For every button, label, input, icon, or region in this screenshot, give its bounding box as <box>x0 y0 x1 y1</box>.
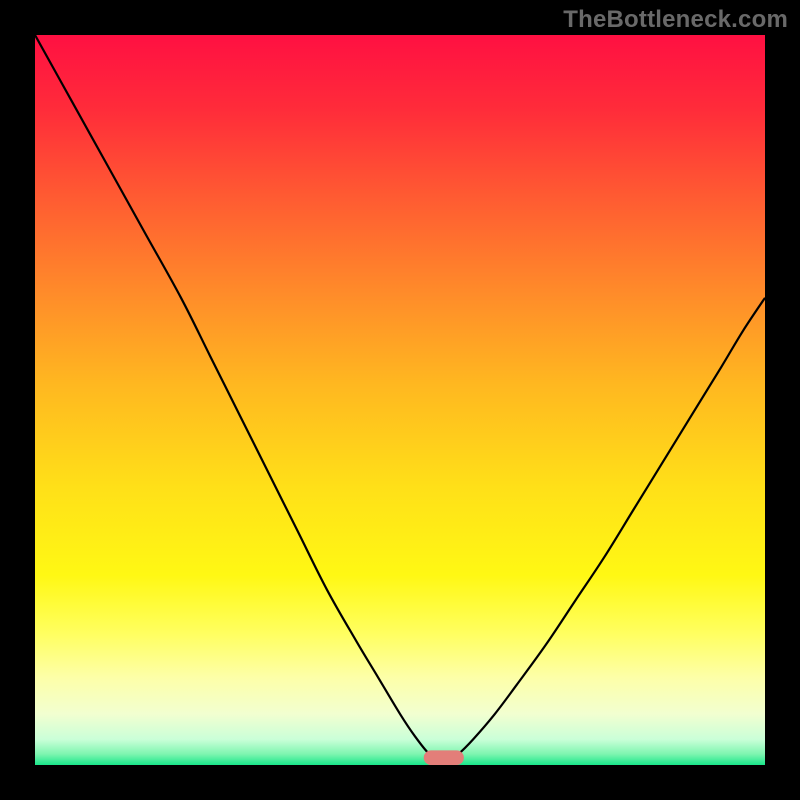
optimal-marker <box>424 750 464 765</box>
bottleneck-chart <box>35 35 765 765</box>
chart-frame: TheBottleneck.com <box>0 0 800 800</box>
watermark-text: TheBottleneck.com <box>563 6 788 34</box>
chart-svg <box>35 35 765 765</box>
gradient-background <box>35 35 765 765</box>
